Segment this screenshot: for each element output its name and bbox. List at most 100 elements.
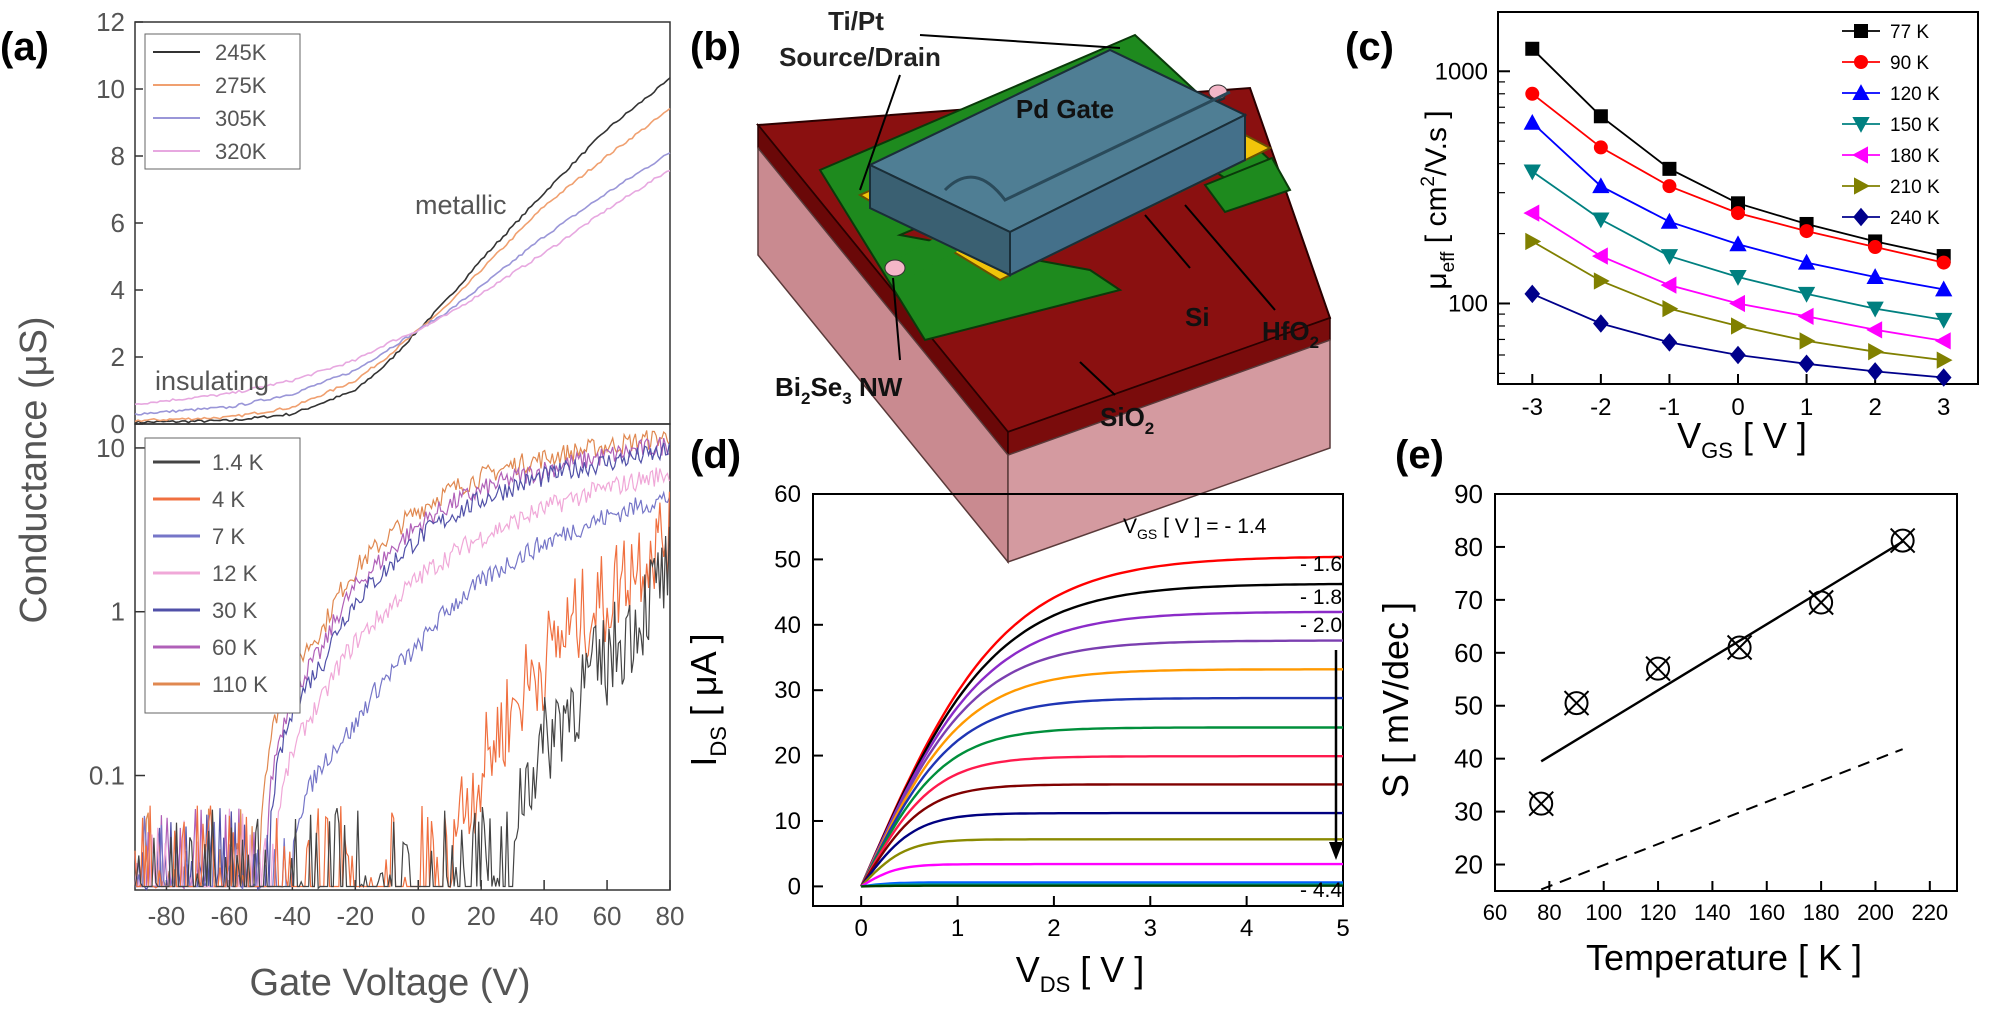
d-ytick-label: 50: [774, 546, 801, 573]
d-xtick-label: 5: [1336, 915, 1349, 942]
c-point-triangle-up: [1935, 280, 1953, 297]
c-xtick-label: 3: [1937, 394, 1950, 421]
c-point-square: [1662, 161, 1677, 176]
d-ytick-label: 40: [774, 612, 801, 639]
d-ytick-label: 10: [774, 808, 801, 835]
a-bottom-series-1.4K: [134, 526, 670, 890]
e-xtick-label: 180: [1803, 900, 1840, 925]
d-curve-vgs-2.4: [860, 696, 1343, 887]
c-point-triangle-right: [1731, 317, 1747, 335]
c-point-triangle-left: [1852, 146, 1868, 164]
d-curve-vgs-1.6: [860, 582, 1344, 887]
c-point-triangle-left: [1797, 307, 1814, 326]
a-bottom-legend: [144, 437, 301, 714]
d-ytick-label: 60: [774, 481, 801, 508]
label-bi2se3-nw: Bi2Se3 NW: [775, 372, 903, 408]
label-sio2: SiO2: [1100, 402, 1154, 438]
si-right-face: [1007, 338, 1331, 564]
a-top-series-320K: [134, 169, 671, 406]
e-xtick-label: 140: [1694, 900, 1731, 925]
e-xtick-label: 160: [1748, 900, 1785, 925]
c-point-circle: [1936, 255, 1951, 270]
a-bottom-legend-label: 30 K: [212, 598, 258, 623]
c-point-triangle-right: [1593, 272, 1610, 290]
d-plot-frame: [812, 493, 1344, 907]
a-bottom-ytick-label: 0.1: [89, 761, 125, 791]
c-point-triangle-left: [1523, 204, 1540, 222]
a-top-ytick-label: 12: [96, 7, 125, 37]
c-point-triangle-up: [1523, 113, 1541, 130]
a-xtick-label: -40: [274, 901, 312, 931]
d-label-1.6: - 1.6: [1300, 553, 1342, 576]
panel-e: (e) 60 80 100 120 140 160 180 200 220 20 30 40 50 60 7…: [1375, 433, 1958, 978]
a-bottom-legend-label: 7 K: [212, 524, 245, 549]
a-xtick-label: -60: [211, 901, 249, 931]
c-point-diamond: [1798, 354, 1815, 373]
a-bottom-legend-label: 4 K: [212, 487, 245, 512]
c-point-circle: [1868, 240, 1883, 255]
c-legend-label: 210 K: [1890, 177, 1940, 198]
a-xlabel: Gate Voltage (V): [250, 962, 531, 1004]
panel-c-label: (c): [1345, 25, 1394, 69]
c-point-triangle-up: [1592, 177, 1610, 194]
d-label-2.0: - 2.0: [1300, 614, 1342, 637]
a-top-ytick-label: 6: [111, 208, 125, 238]
d-curve-vgs-2.2: [860, 668, 1343, 887]
c-point-triangle-up: [1660, 212, 1679, 229]
c-ytick-label: 1000: [1435, 58, 1488, 85]
a-xtick-label: 60: [593, 901, 622, 931]
panel-a-bottom-frame: [134, 423, 671, 891]
c-point-triangle-down: [1523, 164, 1541, 181]
c-point-circle: [1662, 179, 1677, 194]
c-xtick-label: 0: [1731, 394, 1744, 421]
c-point-triangle-right: [1936, 351, 1953, 369]
c-legend-label: 180 K: [1890, 146, 1940, 167]
a-top-legend-label: 320K: [215, 139, 267, 164]
c-point-circle: [1854, 55, 1868, 69]
e-data-point: [1563, 690, 1590, 716]
a-top-legend-label: 305K: [215, 106, 267, 131]
a-xtick-label: -80: [148, 901, 186, 931]
e-data-point: [1808, 589, 1834, 616]
c-point-circle: [1799, 224, 1814, 239]
c-xtick-label: 1: [1800, 394, 1813, 421]
c-point-triangle-up: [1866, 268, 1884, 285]
d-ylabel: IDS [ μA ]: [683, 633, 731, 766]
d-xtick-label: 1: [951, 915, 964, 942]
d-ytick-label: 0: [788, 873, 801, 900]
e-ytick-label: 30: [1454, 797, 1483, 827]
c-point-triangle-right: [1525, 232, 1542, 251]
c-legend-label: 120 K: [1890, 84, 1940, 105]
label-si: Si: [1185, 302, 1210, 332]
a-top-series-245K: [134, 77, 671, 425]
d-curve-vgs-2: [860, 639, 1343, 887]
e-data-point: [1528, 790, 1554, 817]
a-top-ytick-label: 2: [111, 342, 125, 372]
e-xlabel: Temperature [ K ]: [1586, 937, 1862, 978]
c-point-triangle-left: [1592, 247, 1608, 265]
label-pd-gate: Pd Gate: [1016, 94, 1114, 124]
c-point-square: [1593, 109, 1608, 124]
d-curve-vgs-3: [860, 783, 1343, 888]
d-vgs-label: VGS [ V ] = - 1.4: [1123, 515, 1267, 542]
label-tipt: Ti/Pt: [828, 6, 884, 36]
c-xtick-label: -1: [1659, 394, 1680, 421]
a-top-ytick-label: 10: [96, 74, 125, 104]
c-legend-label: 240 K: [1890, 208, 1940, 229]
a-top-axis: 0 2 4 6 8 10 12: [96, 7, 143, 439]
c-point-circle: [1525, 86, 1540, 101]
drain-pad: [1203, 156, 1292, 214]
c-point-diamond: [1730, 345, 1746, 365]
c-point-diamond: [1661, 333, 1678, 352]
c-point-triangle-left: [1660, 276, 1677, 294]
d-curve-vgs-2.8: [860, 755, 1343, 887]
a-xtick-label: -20: [337, 901, 375, 931]
d-curve-vgs-3.2: [860, 811, 1343, 888]
c-point-diamond: [1853, 207, 1869, 227]
e-data-point: [1645, 655, 1671, 682]
d-curve-vgs-4: [861, 883, 1343, 888]
a-bottom-ytick-label: 10: [96, 433, 125, 463]
c-point-triangle-up: [1797, 253, 1816, 270]
c-point-diamond: [1524, 284, 1541, 304]
